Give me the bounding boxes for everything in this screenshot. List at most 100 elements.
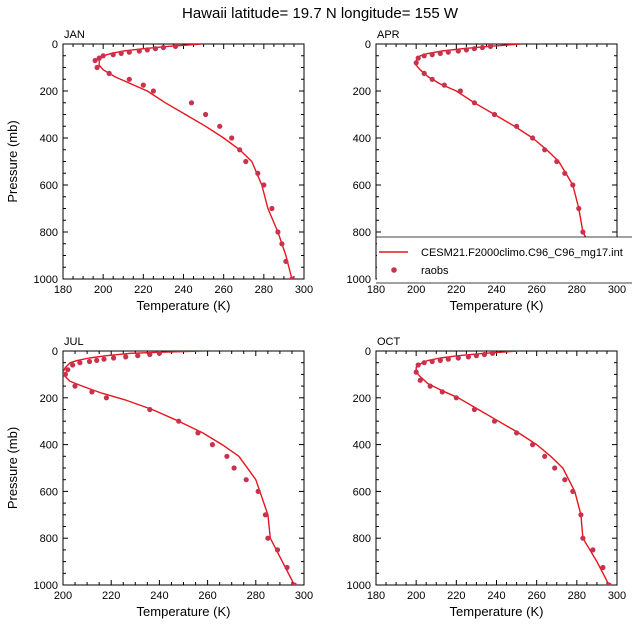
raobs-point <box>445 356 451 362</box>
model-profile-line <box>415 351 610 585</box>
raobs-point <box>70 362 76 368</box>
raobs-point <box>269 205 275 212</box>
x-tick-label: 220 <box>134 284 152 296</box>
raobs-point <box>562 170 568 176</box>
raobs-point <box>600 564 606 571</box>
y-tick-label: 0 <box>52 346 58 358</box>
raobs-point <box>111 355 117 361</box>
raobs-point <box>195 430 201 436</box>
y-axis-label: Pressure (mb) <box>5 120 20 202</box>
x-axis-label: Temperature (K) <box>137 298 231 313</box>
panel-jan: 180 200 220 240 260 280 300 0 200 400 600 800 1000 Te… <box>5 29 313 313</box>
raobs-point <box>237 147 243 153</box>
raobs-point <box>427 383 433 389</box>
raobs-point <box>580 535 586 541</box>
y-tick-label: 200 <box>353 86 371 98</box>
raobs-point <box>94 64 100 71</box>
y-tick-label: 200 <box>40 393 58 405</box>
raobs-point <box>86 358 93 365</box>
x-tick-label: 240 <box>487 284 505 296</box>
x-tick-label: 300 <box>608 284 626 296</box>
raobs-point <box>554 158 560 165</box>
x-tick-label: 260 <box>527 590 545 602</box>
x-tick-label: 220 <box>447 284 465 296</box>
x-tick-label: 260 <box>527 284 545 296</box>
plot-frame <box>62 350 305 586</box>
x-tick-label: 200 <box>407 590 425 602</box>
raobs-point <box>65 367 71 373</box>
x-tick-label: 280 <box>247 590 265 602</box>
raobs-point <box>590 547 596 553</box>
raobs-point <box>147 406 153 413</box>
raobs-point <box>96 55 102 61</box>
raobs-point <box>229 135 235 141</box>
raobs-point <box>576 205 582 212</box>
panel-month-label: JAN <box>64 29 85 41</box>
raobs-point <box>514 430 520 436</box>
y-tick-label: 400 <box>40 133 58 145</box>
raobs-point <box>94 357 100 363</box>
raobs-point <box>255 170 261 176</box>
raobs-point <box>255 488 261 494</box>
raobs-point <box>465 354 471 360</box>
y-tick-label: 400 <box>353 440 371 452</box>
raobs-point <box>77 360 83 366</box>
y-tick-label: 1000 <box>34 580 58 592</box>
raobs-point <box>126 76 132 82</box>
panel-month-label: OCT <box>377 336 401 348</box>
raobs-point <box>437 50 443 57</box>
y-tick-label: 1000 <box>347 580 371 592</box>
x-tick-label: 200 <box>94 284 112 296</box>
legend-raobs-label: raobs <box>421 265 449 277</box>
x-tick-label: 260 <box>198 590 216 602</box>
raobs-point <box>429 76 435 82</box>
x-tick-label: 200 <box>407 284 425 296</box>
x-tick-label: 280 <box>255 284 273 296</box>
y-tick-label: 800 <box>40 227 58 239</box>
y-tick-label: 400 <box>353 133 371 145</box>
legend-model-label: CESM21.F2000climo.C96_C96_mg17.int <box>421 247 623 259</box>
raobs-point <box>445 49 451 55</box>
raobs-point <box>275 229 281 235</box>
raobs-point <box>172 44 179 49</box>
raobs-point <box>457 88 463 94</box>
raobs-point <box>471 46 477 52</box>
raobs-point <box>176 418 182 424</box>
raobs-point <box>413 60 419 66</box>
x-tick-label: 180 <box>367 284 385 296</box>
x-axis-label: Temperature (K) <box>450 604 544 619</box>
raobs-point <box>491 418 498 424</box>
raobs-point <box>291 582 297 585</box>
raobs-point <box>126 49 132 55</box>
x-tick-label: 220 <box>102 590 120 602</box>
raobs-point <box>514 123 520 129</box>
raobs-point <box>578 512 584 518</box>
legend-marker-swatch <box>391 267 397 273</box>
raobs-point <box>429 52 435 58</box>
raobs-point <box>136 48 142 54</box>
raobs-point <box>188 100 195 106</box>
raobs-point <box>103 395 109 401</box>
raobs-point <box>217 123 223 129</box>
raobs-point <box>110 52 116 58</box>
raobs-point <box>415 55 421 61</box>
panel-apr: 180 200 220 240 260 280 300 0 200 400 600 800 1000 Te… <box>347 29 637 313</box>
raobs-point <box>89 389 95 395</box>
raobs-point <box>421 70 427 76</box>
raobs-point <box>224 453 230 459</box>
y-tick-label: 0 <box>365 39 371 51</box>
x-tick-label: 180 <box>367 590 385 602</box>
raobs-point <box>473 353 479 359</box>
x-tick-label: 300 <box>295 590 313 602</box>
raobs-point <box>140 82 146 88</box>
x-tick-label: 180 <box>54 284 72 296</box>
y-tick-label: 600 <box>40 486 58 498</box>
x-tick-label: 240 <box>487 590 505 602</box>
raobs-point <box>231 465 237 471</box>
raobs-point <box>279 241 285 247</box>
series-group <box>63 351 297 585</box>
x-axis-label: Temperature (K) <box>137 604 231 619</box>
x-tick-label: 300 <box>608 590 626 602</box>
raobs-point <box>552 465 558 471</box>
